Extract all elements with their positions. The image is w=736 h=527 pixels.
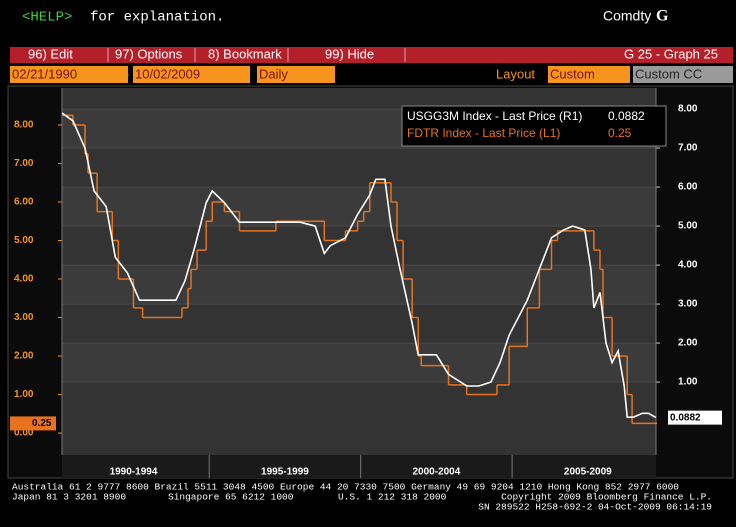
grid-band [62, 265, 656, 305]
x-axis-band [62, 455, 656, 478]
legend-value: 0.25 [608, 126, 632, 140]
grid-band [62, 343, 656, 383]
y-tick-label: 4.00 [14, 274, 34, 285]
end-date[interactable]: 10/02/2009 [135, 66, 200, 81]
start-date[interactable]: 02/21/1990 [12, 66, 77, 81]
start-date-field[interactable] [10, 66, 128, 83]
x-tick-label: 2005-2009 [564, 467, 612, 478]
last-value-tag [10, 416, 56, 431]
y2-tick-label: 6.00 [678, 182, 698, 193]
x-tick-label: 1990-1994 [110, 467, 158, 478]
layout-field[interactable] [548, 66, 630, 83]
last-value-tag [668, 410, 722, 425]
market-key[interactable]: G [656, 8, 669, 25]
period-field[interactable] [257, 66, 335, 83]
y2-tick-label: 8.00 [678, 104, 698, 115]
y-tick-label: 8.00 [14, 120, 34, 131]
grid-band [62, 187, 656, 227]
y-tick-label: 0.00 [14, 428, 34, 439]
footer-japan: Japan 81 3 3201 8900 [12, 492, 126, 503]
toolbar-item[interactable]: 99) Hide [325, 46, 374, 61]
footer-phones: Australia 61 2 9777 8600 Brazil 5511 304… [12, 482, 679, 493]
y-tick-label: 2.00 [14, 351, 34, 362]
footer-us: U.S. 1 212 318 2000 [338, 492, 447, 503]
legend-value: 0.0882 [608, 109, 645, 123]
y-tick-label: 1.00 [14, 389, 34, 400]
y2-tick-label: 7.00 [678, 143, 698, 154]
toolbar [10, 47, 733, 63]
market: Comdty [603, 8, 651, 24]
legend-label: USGG3M Index - Last Price (R1) [407, 109, 582, 123]
toolbar-item[interactable]: 8) Bookmark [208, 46, 282, 61]
footer-singapore: Singapore 65 6212 1000 [168, 492, 294, 503]
y2-tick-label: 5.00 [678, 221, 698, 232]
layout[interactable]: Custom [550, 66, 595, 81]
legend-label: FDTR Index - Last Price (L1) [407, 126, 560, 140]
layout-name-field[interactable] [633, 66, 733, 83]
toolbar-item[interactable]: 96) Edit [28, 46, 73, 61]
series-line [61, 112, 657, 419]
y2-tick-label: 3.00 [678, 299, 698, 310]
last-value: 0.0882 [670, 412, 701, 423]
footer-copyright: Copyright 2009 Bloomberg Finance L.P. [501, 492, 712, 503]
y-tick-label: 5.00 [14, 235, 34, 246]
layout-label: Layout [496, 66, 535, 81]
period[interactable]: Daily [259, 66, 288, 81]
help-text: for explanation. [90, 10, 224, 26]
y2-tick-label: 4.00 [678, 260, 698, 271]
legend [401, 105, 667, 147]
y-tick-label: 6.00 [14, 197, 34, 208]
x-tick-label: 1995-1999 [261, 467, 309, 478]
footer-serial: SN 289522 H258-692-2 04-Oct-2009 06:14:1… [478, 502, 712, 513]
toolbar-item[interactable]: 97) Options [115, 46, 183, 61]
y-tick-label: 3.00 [14, 312, 34, 323]
y2-tick-label: 1.00 [678, 377, 698, 388]
y-tick-label: 7.00 [14, 158, 34, 169]
layout-name[interactable]: Custom CC [635, 66, 702, 81]
last-value: 0.25 [32, 418, 52, 429]
end-date-field[interactable] [133, 66, 250, 83]
y2-tick-label: 2.00 [678, 338, 698, 349]
screen-name: G 25 - Graph 25 [624, 46, 718, 61]
date-separator: - [125, 66, 129, 81]
x-tick-label: 2000-2004 [412, 467, 460, 478]
help-key[interactable]: <HELP> [22, 10, 72, 26]
